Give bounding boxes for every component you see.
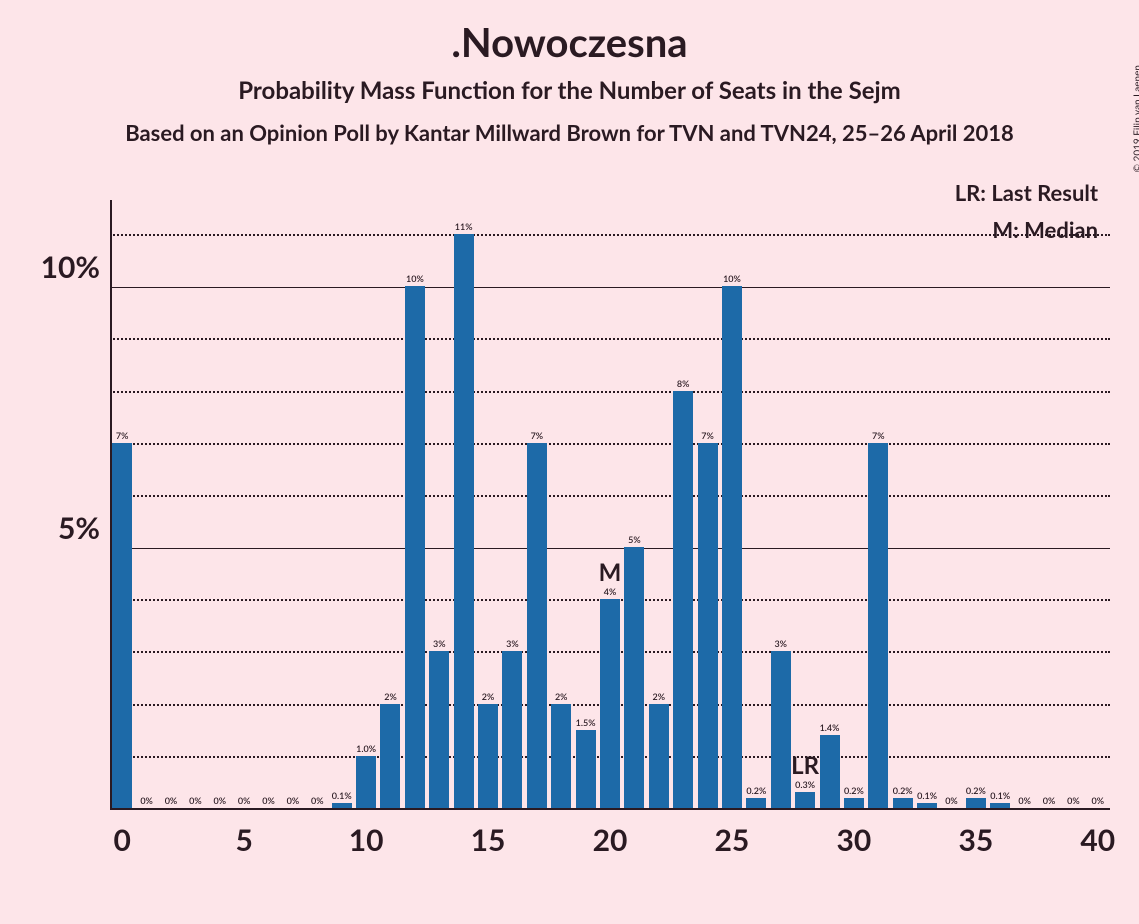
bar-value-label: 0% xyxy=(165,795,178,806)
x-tick-label: 15 xyxy=(471,822,506,858)
x-tick-label: 25 xyxy=(715,822,750,858)
bar-value-label: 0% xyxy=(287,795,300,806)
bar-value-label: 4% xyxy=(604,586,617,597)
bar xyxy=(429,651,449,808)
bar-value-label: 1.4% xyxy=(820,722,840,733)
bar-value-label: 0.1% xyxy=(990,790,1010,801)
bar-value-label: 3% xyxy=(433,638,446,649)
x-tick-label: 35 xyxy=(958,822,993,858)
bar-value-label: 10% xyxy=(406,273,424,284)
bar-value-label: 2% xyxy=(653,691,666,702)
x-tick-label: 5 xyxy=(235,822,252,858)
bar xyxy=(356,756,376,808)
gridline xyxy=(110,234,1110,236)
x-axis-line xyxy=(110,808,1110,810)
bar-value-label: 0% xyxy=(1092,795,1105,806)
chart-subtitle: Probability Mass Function for the Number… xyxy=(0,76,1139,105)
bar-value-label: 0.2% xyxy=(746,785,766,796)
y-tick-label: 10% xyxy=(41,249,100,285)
bar xyxy=(600,599,620,808)
bar xyxy=(454,234,474,808)
bar xyxy=(771,651,791,808)
bar-value-label: 0.2% xyxy=(966,785,986,796)
bar-value-label: 1.0% xyxy=(356,743,376,754)
bar-value-label: 7% xyxy=(531,430,544,441)
bar xyxy=(624,547,644,808)
chart-title: .Nowoczesna xyxy=(0,0,1139,66)
copyright-text: © 2019 Filip van Laenen xyxy=(1131,65,1139,172)
bar xyxy=(478,704,498,808)
x-tick-label: 30 xyxy=(836,822,871,858)
bar-value-label: 1.5% xyxy=(576,717,596,728)
bar xyxy=(820,735,840,808)
bar xyxy=(966,798,986,808)
gridline xyxy=(110,495,1110,497)
bar xyxy=(673,391,693,808)
bar-value-label: 5% xyxy=(628,534,641,545)
bar xyxy=(527,443,547,808)
bar-value-label: 0% xyxy=(311,795,324,806)
chart-area: LR: Last Result M: Median 5%10%051015202… xyxy=(110,210,1110,810)
gridline xyxy=(110,391,1110,393)
bar-value-label: 0% xyxy=(140,795,153,806)
bar xyxy=(795,792,815,808)
bar xyxy=(405,286,425,808)
bar-value-label: 0.1% xyxy=(917,790,937,801)
bar-value-label: 0% xyxy=(189,795,202,806)
x-tick-label: 40 xyxy=(1080,822,1115,858)
bar xyxy=(746,798,766,808)
bar-value-label: 0% xyxy=(1043,795,1056,806)
plot-region: 5%10%05101520253035407%0%0%0%0%0%0%0%0%0… xyxy=(110,210,1110,810)
bar xyxy=(722,286,742,808)
bar-value-label: 2% xyxy=(482,691,495,702)
bar xyxy=(844,798,864,808)
bar-value-label: 0% xyxy=(1018,795,1031,806)
bar xyxy=(502,651,522,808)
x-tick-label: 0 xyxy=(113,822,130,858)
median-marker: M xyxy=(599,558,622,587)
bar-value-label: 2% xyxy=(384,691,397,702)
gridline xyxy=(110,548,1110,549)
bar-value-label: 0% xyxy=(945,795,958,806)
bar xyxy=(649,704,669,808)
bar-value-label: 0% xyxy=(213,795,226,806)
legend-lr: LR: Last Result xyxy=(955,174,1098,211)
gridline xyxy=(110,443,1110,445)
bar-value-label: 0.1% xyxy=(332,790,352,801)
last-result-marker: LR xyxy=(791,751,819,780)
bar-value-label: 0.2% xyxy=(844,785,864,796)
bar-value-label: 7% xyxy=(872,430,885,441)
gridline xyxy=(110,287,1110,288)
x-tick-label: 20 xyxy=(593,822,628,858)
bar xyxy=(868,443,888,808)
bar-value-label: 0% xyxy=(1067,795,1080,806)
bar xyxy=(893,798,913,808)
bar-value-label: 0.3% xyxy=(795,779,815,790)
bar xyxy=(990,803,1010,808)
bar-value-label: 10% xyxy=(723,273,741,284)
bar xyxy=(112,443,132,808)
bar-value-label: 0.2% xyxy=(893,785,913,796)
gridline xyxy=(110,338,1110,340)
bar-value-label: 7% xyxy=(116,430,129,441)
bar-value-label: 0% xyxy=(262,795,275,806)
bar-value-label: 0% xyxy=(238,795,251,806)
bar xyxy=(917,803,937,808)
bar-value-label: 3% xyxy=(774,638,787,649)
y-tick-label: 5% xyxy=(58,510,100,546)
bar-value-label: 8% xyxy=(677,378,690,389)
chart-source: Based on an Opinion Poll by Kantar Millw… xyxy=(0,119,1139,146)
bar xyxy=(576,730,596,808)
bar xyxy=(380,704,400,808)
bar-value-label: 7% xyxy=(701,430,714,441)
bar-value-label: 2% xyxy=(555,691,568,702)
bar-value-label: 3% xyxy=(506,638,519,649)
bar xyxy=(698,443,718,808)
bar xyxy=(551,704,571,808)
bar xyxy=(332,803,352,808)
x-tick-label: 10 xyxy=(349,822,384,858)
bar-value-label: 11% xyxy=(455,221,473,232)
